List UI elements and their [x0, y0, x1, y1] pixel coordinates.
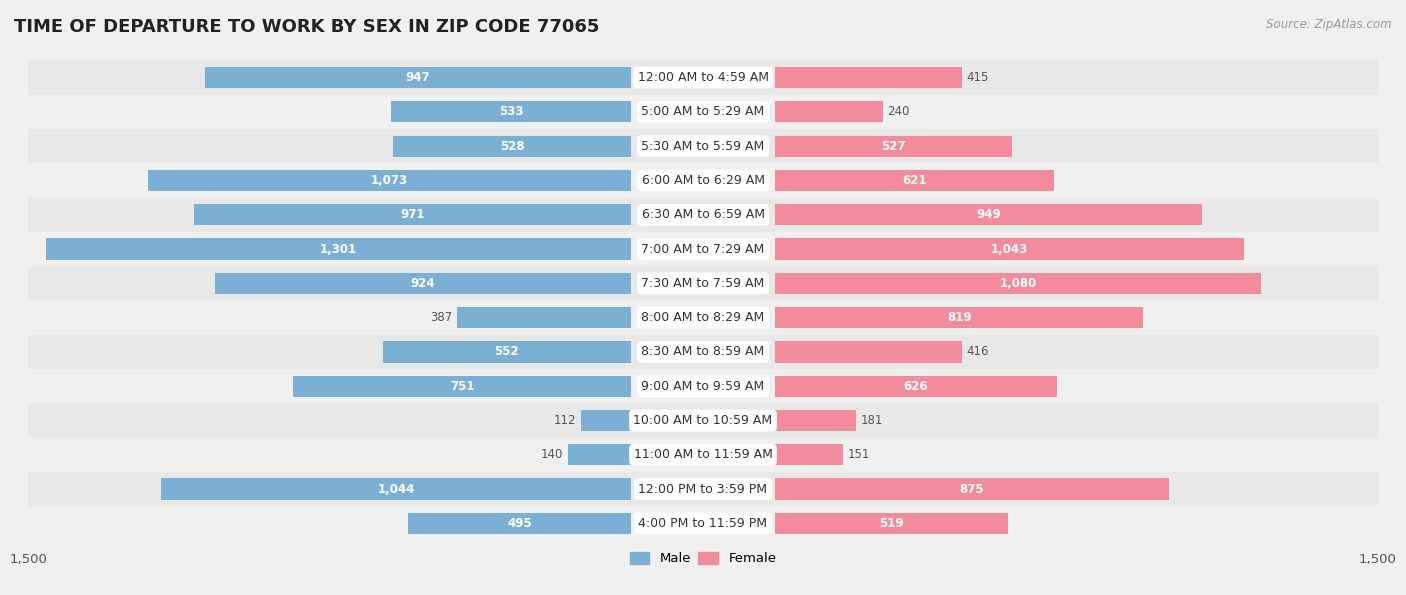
Text: 4:00 PM to 11:59 PM: 4:00 PM to 11:59 PM — [638, 517, 768, 530]
Bar — [775, 101, 883, 123]
Text: 527: 527 — [882, 140, 905, 153]
Bar — [775, 204, 1202, 226]
Text: Source: ZipAtlas.com: Source: ZipAtlas.com — [1267, 18, 1392, 31]
Bar — [775, 444, 844, 465]
Text: 819: 819 — [946, 311, 972, 324]
Text: 181: 181 — [860, 414, 883, 427]
Bar — [408, 513, 631, 534]
Bar — [28, 438, 1378, 472]
Text: 552: 552 — [495, 346, 519, 358]
Bar — [28, 300, 1378, 335]
Text: 12:00 PM to 3:59 PM: 12:00 PM to 3:59 PM — [638, 483, 768, 496]
Bar — [775, 478, 1168, 500]
Text: 1,301: 1,301 — [319, 243, 357, 255]
Bar — [292, 375, 631, 397]
Bar — [205, 67, 631, 88]
Text: 621: 621 — [903, 174, 927, 187]
Bar — [775, 342, 962, 362]
Bar — [215, 273, 631, 294]
Text: 1,044: 1,044 — [377, 483, 415, 496]
Text: 151: 151 — [848, 448, 870, 461]
Bar — [775, 170, 1054, 191]
Bar — [28, 335, 1378, 369]
Text: 1,073: 1,073 — [371, 174, 408, 187]
Bar — [775, 375, 1057, 397]
Text: 626: 626 — [904, 380, 928, 393]
Text: 10:00 AM to 10:59 AM: 10:00 AM to 10:59 AM — [634, 414, 772, 427]
Bar — [28, 472, 1378, 506]
Text: 751: 751 — [450, 380, 474, 393]
Text: 6:00 AM to 6:29 AM: 6:00 AM to 6:29 AM — [641, 174, 765, 187]
Text: 949: 949 — [976, 208, 1001, 221]
Bar — [775, 273, 1261, 294]
Bar — [568, 444, 631, 465]
Text: 519: 519 — [879, 517, 904, 530]
Bar — [28, 403, 1378, 438]
Text: 9:00 AM to 9:59 AM: 9:00 AM to 9:59 AM — [641, 380, 765, 393]
Text: 8:00 AM to 8:29 AM: 8:00 AM to 8:29 AM — [641, 311, 765, 324]
Text: 5:30 AM to 5:59 AM: 5:30 AM to 5:59 AM — [641, 140, 765, 153]
Text: 12:00 AM to 4:59 AM: 12:00 AM to 4:59 AM — [637, 71, 769, 84]
Bar — [45, 239, 631, 259]
Bar — [775, 67, 962, 88]
Bar — [148, 170, 631, 191]
Text: 533: 533 — [499, 105, 523, 118]
Text: 971: 971 — [401, 208, 425, 221]
Text: 947: 947 — [406, 71, 430, 84]
Bar — [162, 478, 631, 500]
Text: 7:00 AM to 7:29 AM: 7:00 AM to 7:29 AM — [641, 243, 765, 255]
Text: 112: 112 — [554, 414, 576, 427]
Text: 528: 528 — [501, 140, 524, 153]
Bar — [775, 513, 1008, 534]
Bar — [775, 136, 1012, 156]
Bar — [28, 506, 1378, 540]
Bar — [394, 136, 631, 156]
Bar — [28, 163, 1378, 198]
Bar — [28, 369, 1378, 403]
Bar — [28, 198, 1378, 232]
Text: 240: 240 — [887, 105, 910, 118]
Text: 387: 387 — [430, 311, 453, 324]
Text: 415: 415 — [966, 71, 988, 84]
Bar — [581, 410, 631, 431]
Bar — [775, 307, 1143, 328]
Bar — [775, 410, 856, 431]
Bar — [28, 61, 1378, 95]
Text: 7:30 AM to 7:59 AM: 7:30 AM to 7:59 AM — [641, 277, 765, 290]
Bar — [28, 95, 1378, 129]
Bar — [28, 266, 1378, 300]
Text: 8:30 AM to 8:59 AM: 8:30 AM to 8:59 AM — [641, 346, 765, 358]
Text: 1,043: 1,043 — [991, 243, 1028, 255]
Bar — [775, 239, 1244, 259]
Bar — [194, 204, 631, 226]
Text: 1,080: 1,080 — [1000, 277, 1036, 290]
Text: 5:00 AM to 5:29 AM: 5:00 AM to 5:29 AM — [641, 105, 765, 118]
Text: 875: 875 — [959, 483, 984, 496]
Text: 495: 495 — [508, 517, 531, 530]
Text: 924: 924 — [411, 277, 436, 290]
Legend: Male, Female: Male, Female — [624, 546, 782, 571]
Text: 6:30 AM to 6:59 AM: 6:30 AM to 6:59 AM — [641, 208, 765, 221]
Bar — [28, 129, 1378, 163]
Text: TIME OF DEPARTURE TO WORK BY SEX IN ZIP CODE 77065: TIME OF DEPARTURE TO WORK BY SEX IN ZIP … — [14, 18, 599, 36]
Text: 11:00 AM to 11:59 AM: 11:00 AM to 11:59 AM — [634, 448, 772, 461]
Text: 416: 416 — [967, 346, 990, 358]
Bar — [391, 101, 631, 123]
Bar — [457, 307, 631, 328]
Bar — [382, 342, 631, 362]
Text: 140: 140 — [541, 448, 564, 461]
Bar — [28, 232, 1378, 266]
